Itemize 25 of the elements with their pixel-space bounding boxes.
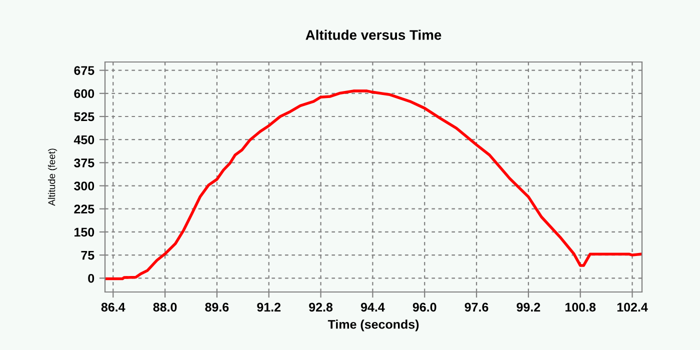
x-tick-label: 89.6 bbox=[205, 302, 229, 312]
y-tick-label: 600 bbox=[74, 89, 94, 98]
y-tick-label: 450 bbox=[74, 135, 94, 144]
y-tick-label: 0 bbox=[88, 274, 94, 283]
x-tick-label: 99.2 bbox=[516, 302, 540, 312]
chart-title: Altitude versus Time bbox=[306, 30, 442, 40]
y-tick-label: 150 bbox=[74, 228, 94, 237]
y-tick-label: 300 bbox=[74, 182, 94, 190]
y-tick-label: 375 bbox=[74, 158, 94, 168]
x-tick-label: 88.0 bbox=[153, 302, 177, 312]
x-tick-label: 86.4 bbox=[101, 302, 126, 312]
x-tick-label: 100.8 bbox=[566, 302, 596, 312]
x-axis-title: Time (seconds) bbox=[328, 320, 419, 332]
x-tick-label: 102.4 bbox=[617, 302, 648, 312]
y-tick-label: 525 bbox=[74, 112, 94, 122]
y-tick-label: 75 bbox=[81, 250, 94, 260]
line-series bbox=[105, 90, 642, 280]
x-tick-label: 96.0 bbox=[412, 302, 436, 312]
y-tick-label: 225 bbox=[74, 204, 94, 214]
y-axis-title: Altitude (feet) bbox=[48, 148, 58, 206]
x-tick-label: 97.6 bbox=[464, 302, 488, 312]
x-tick-label: 94.4 bbox=[360, 302, 385, 312]
x-tick-label: 92.8 bbox=[309, 302, 333, 312]
x-tick-label: 91.2 bbox=[257, 302, 281, 312]
y-tick-label: 675 bbox=[74, 66, 94, 75]
